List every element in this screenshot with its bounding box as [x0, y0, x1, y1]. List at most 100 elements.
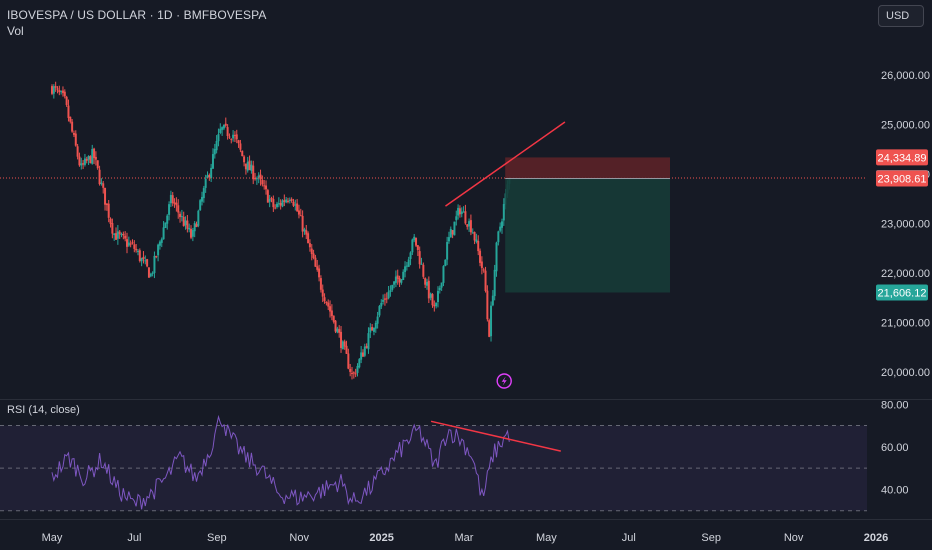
candle-body — [190, 228, 193, 238]
time-axis-tick: May — [536, 532, 557, 544]
candle-body — [365, 346, 368, 348]
candle-body — [74, 133, 77, 146]
price-axis-tag-entry — [876, 170, 928, 187]
candle-body — [385, 298, 388, 300]
candle-body — [129, 243, 132, 245]
rsi-indicator-label[interactable]: RSI (14, close) — [7, 404, 80, 416]
candle-body — [479, 250, 482, 263]
position-stop-zone[interactable] — [505, 157, 670, 179]
candle-body — [323, 297, 326, 302]
event-lightning-glyph — [501, 376, 507, 386]
candle-body — [124, 235, 127, 239]
candle-body — [118, 231, 121, 235]
candle-body — [109, 218, 112, 224]
position-target-zone[interactable] — [505, 178, 670, 293]
candle-body — [431, 294, 434, 306]
candle-body — [120, 234, 123, 236]
candle-body — [361, 352, 364, 357]
candle-body — [215, 140, 218, 151]
price-axis-tag-label: 23,908.61 — [878, 174, 927, 186]
price-trendline[interactable] — [445, 121, 566, 207]
currency-button[interactable]: USD — [878, 5, 924, 27]
candle-body — [257, 175, 260, 178]
candle-body — [175, 202, 178, 206]
candle-body — [60, 91, 63, 93]
candle-body — [233, 135, 236, 137]
time-axis-tick: Jul — [622, 532, 636, 544]
rsi-trendline[interactable] — [430, 420, 561, 452]
candle-body — [138, 250, 141, 262]
candle-body — [404, 266, 407, 273]
candle-body — [261, 180, 264, 185]
candle-body — [296, 203, 299, 212]
candle-body — [330, 310, 333, 317]
candle-body — [116, 231, 119, 239]
candle-body — [133, 244, 136, 249]
candle-body — [358, 359, 361, 368]
candle-body — [142, 256, 145, 260]
volume-indicator-label[interactable]: Vol — [7, 24, 24, 38]
candle-body — [244, 163, 247, 170]
candle-body — [274, 207, 277, 209]
candle-body — [85, 158, 88, 161]
event-lightning-icon[interactable] — [496, 373, 512, 389]
candle-body — [343, 341, 346, 347]
candle-body — [182, 216, 185, 227]
candle-body — [449, 228, 452, 238]
candle-body — [254, 178, 257, 180]
candle-body — [480, 261, 483, 269]
candle-body — [354, 373, 357, 375]
candle-body — [484, 270, 487, 291]
candle-body — [217, 134, 220, 142]
rsi-axis-tick: 60.00 — [881, 442, 909, 454]
candle-body — [297, 210, 300, 215]
candle-body — [380, 302, 383, 307]
candle-body — [89, 156, 92, 163]
candle-body — [321, 289, 324, 297]
candle-body — [471, 232, 474, 234]
candle-body — [341, 341, 344, 350]
candle-body — [67, 105, 70, 118]
candle-body — [447, 237, 450, 242]
candle-body — [499, 226, 502, 231]
price-axis-tick: 21,000.00 — [881, 318, 930, 330]
candle-body — [151, 272, 154, 274]
candle-body — [71, 121, 74, 132]
rsi-axis-tick: 40.00 — [881, 484, 909, 496]
candle-body — [126, 239, 129, 247]
candle-body — [462, 211, 465, 213]
candle-body — [82, 163, 85, 165]
candle-body — [477, 240, 480, 252]
candle-body — [460, 211, 463, 215]
candle-body — [301, 215, 304, 232]
candle-body — [131, 242, 134, 244]
candle-body — [54, 86, 57, 88]
candle-body — [186, 220, 189, 229]
candle-body — [147, 267, 150, 278]
candle-body — [135, 248, 138, 251]
candle-body — [248, 160, 251, 171]
candle-body — [347, 353, 350, 369]
candle-body — [415, 237, 418, 246]
candle-body — [83, 158, 86, 165]
candle-body — [230, 138, 233, 140]
candle-body — [94, 156, 97, 160]
candle-body — [268, 199, 271, 202]
candle-body — [204, 178, 207, 188]
candle-body — [166, 215, 169, 224]
candle-body — [72, 132, 75, 135]
candle-body — [360, 352, 363, 360]
time-axis-tick: Sep — [701, 532, 721, 544]
candle-body — [393, 281, 396, 285]
candle-body — [436, 290, 439, 303]
pane-separator[interactable] — [0, 399, 932, 400]
candle-body — [305, 230, 308, 235]
symbol-title[interactable]: IBOVESPA / US DOLLAR · 1D · BMFBOVESPA — [7, 8, 267, 22]
candle-body — [265, 185, 268, 190]
candle-body — [475, 239, 478, 242]
candle-body — [232, 134, 235, 139]
candle-body — [292, 201, 295, 206]
candle-body — [252, 165, 255, 180]
